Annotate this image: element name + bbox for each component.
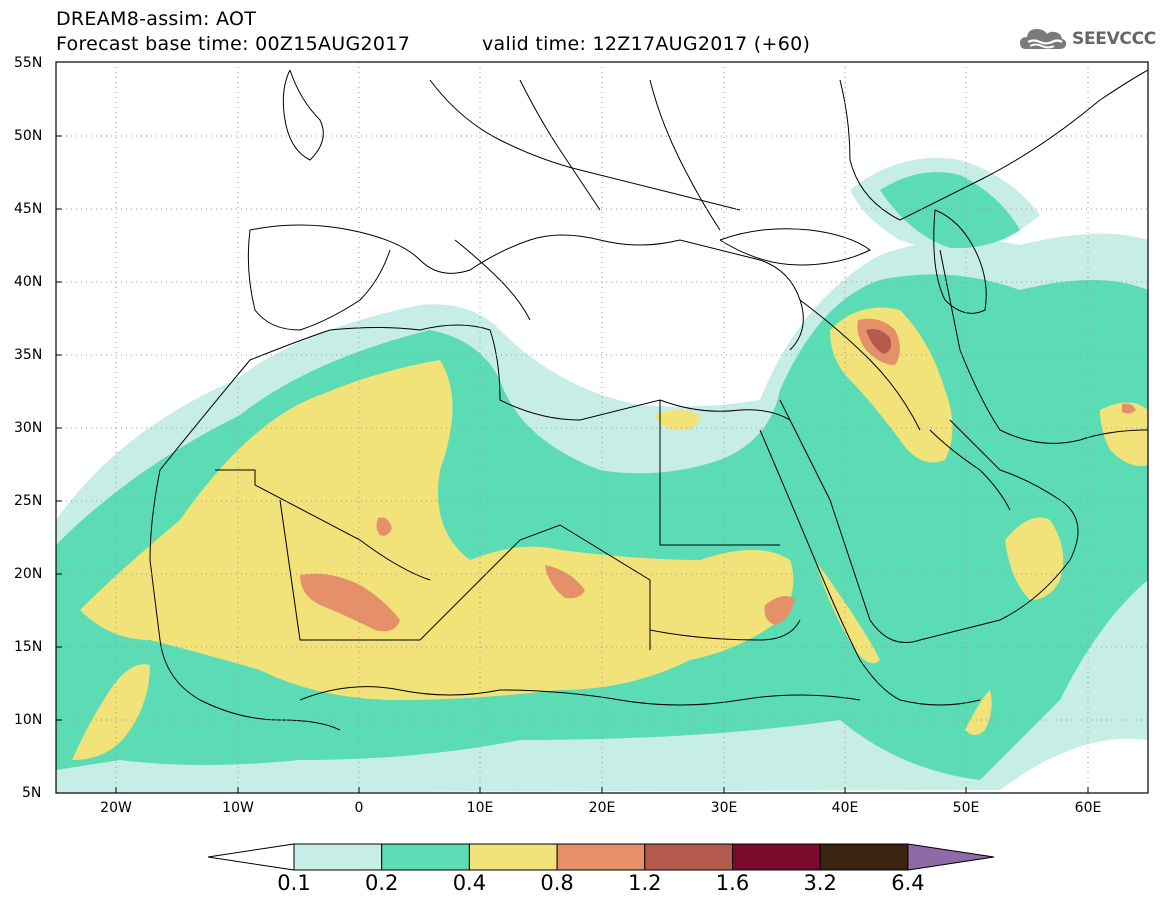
border-mideast bbox=[799, 299, 921, 431]
coastline-caspian bbox=[933, 209, 987, 314]
border-sudan bbox=[649, 619, 801, 641]
lon-label: 20W bbox=[100, 800, 132, 816]
axis-ticks bbox=[56, 61, 1089, 794]
colorbar-over-triangle bbox=[907, 843, 994, 871]
colorbar-level-label: 0.2 bbox=[364, 871, 399, 895]
coastline-arabia bbox=[779, 399, 1079, 643]
lon-label: 0 bbox=[354, 800, 364, 816]
coastlines bbox=[149, 69, 1148, 731]
aot-contour-0.8-niger bbox=[545, 565, 585, 599]
colorbar-level-label: 6.4 bbox=[891, 871, 925, 895]
aot-contour-0.4-redsea bbox=[815, 560, 880, 664]
border-russia bbox=[839, 69, 1148, 221]
aot-contour-0.4-somalia bbox=[965, 690, 992, 735]
title-line-2: Forecast base time: 00Z15AUG2017 bbox=[56, 33, 411, 55]
lat-label: 20N bbox=[14, 566, 43, 582]
aot-contour-0.4-westafrica bbox=[72, 664, 150, 760]
aot-contour-0.8-iran bbox=[1122, 403, 1136, 414]
lat-label: 35N bbox=[14, 347, 43, 363]
colorbar-box bbox=[468, 843, 558, 871]
logo-text: SEEVCCC bbox=[1072, 29, 1156, 49]
graticule bbox=[56, 62, 1148, 793]
border-sahara-1 bbox=[215, 469, 431, 581]
colorbar-box bbox=[293, 843, 383, 871]
aot-contour-1.2-iraq bbox=[866, 329, 892, 354]
lat-label: 45N bbox=[14, 201, 43, 217]
coastline-iberia bbox=[247, 229, 391, 331]
lon-label: 30E bbox=[710, 800, 738, 816]
lon-label: 40E bbox=[831, 800, 859, 816]
coastline-blacksea bbox=[719, 228, 871, 266]
colorbar-box bbox=[819, 843, 909, 871]
border-sahara-2 bbox=[279, 499, 651, 650]
lon-label: 50E bbox=[952, 800, 980, 816]
colorbar-box bbox=[381, 843, 470, 871]
lat-label: 55N bbox=[14, 55, 43, 71]
aot-contour-0.4-sahara bbox=[80, 360, 794, 700]
lat-label: 50N bbox=[14, 128, 43, 144]
aot-contour-0.4-iraq bbox=[830, 307, 953, 463]
aot-contour-0.8-mauritania bbox=[376, 517, 392, 536]
colorbar bbox=[208, 843, 994, 871]
colorbar-level-label: 0.8 bbox=[540, 871, 574, 895]
border-europe-2 bbox=[519, 79, 601, 211]
aot-contour-0.4-iran bbox=[1100, 402, 1148, 466]
lat-label: 5N bbox=[22, 785, 42, 801]
title-line-1: DREAM8-assim: AOT bbox=[56, 8, 257, 30]
border-egypt bbox=[659, 400, 780, 546]
lat-label: 15N bbox=[14, 639, 43, 655]
coastline-italy bbox=[454, 239, 531, 321]
aot-contour-0.2-caspian bbox=[880, 172, 1020, 249]
seevccc-logo: SEEVCCC bbox=[1018, 25, 1156, 53]
coastline-persian-gulf bbox=[929, 429, 1011, 511]
lat-label: 40N bbox=[14, 274, 43, 290]
colorbar-box bbox=[732, 843, 821, 871]
lon-label: 20E bbox=[588, 800, 616, 816]
lon-label: 60E bbox=[1074, 800, 1102, 816]
coastline-africa-north bbox=[159, 324, 791, 471]
coastline-europe bbox=[249, 224, 804, 351]
coastline-uk bbox=[282, 69, 324, 161]
aot-contour-0.8-sudan bbox=[764, 596, 795, 625]
border-europe-1 bbox=[429, 79, 741, 211]
colorbar-under-triangle bbox=[208, 843, 295, 871]
border-iran bbox=[939, 249, 1148, 444]
valid-time: valid time: 12Z17AUG2017 (+60) bbox=[482, 33, 811, 55]
coastline-africa-west bbox=[149, 469, 341, 731]
colorbar-level-label: 1.2 bbox=[628, 871, 662, 895]
colorbar-box bbox=[556, 843, 646, 871]
lat-label: 30N bbox=[14, 420, 43, 436]
lat-label: 25N bbox=[14, 493, 43, 509]
lon-label: 10E bbox=[466, 800, 494, 816]
lat-label: 10N bbox=[14, 712, 43, 728]
cloud-logo-icon bbox=[1020, 29, 1067, 49]
colorbar-level-label: 3.2 bbox=[803, 871, 837, 895]
aot-contour-0.8-mali bbox=[300, 573, 400, 632]
colorbar-level-label: 0.4 bbox=[452, 871, 487, 895]
lon-label: 10W bbox=[222, 800, 254, 816]
colorbar-level-label: 1.6 bbox=[715, 871, 750, 895]
border-central-africa bbox=[299, 686, 861, 706]
coastline-redsea-west bbox=[759, 429, 981, 706]
aot-contour-0.4-oman bbox=[1005, 517, 1064, 600]
aot-contour-0.4-libya bbox=[655, 410, 700, 430]
colorbar-box bbox=[644, 843, 733, 871]
border-europe-3 bbox=[649, 79, 721, 231]
colorbar-level-label: 0.1 bbox=[277, 871, 311, 895]
